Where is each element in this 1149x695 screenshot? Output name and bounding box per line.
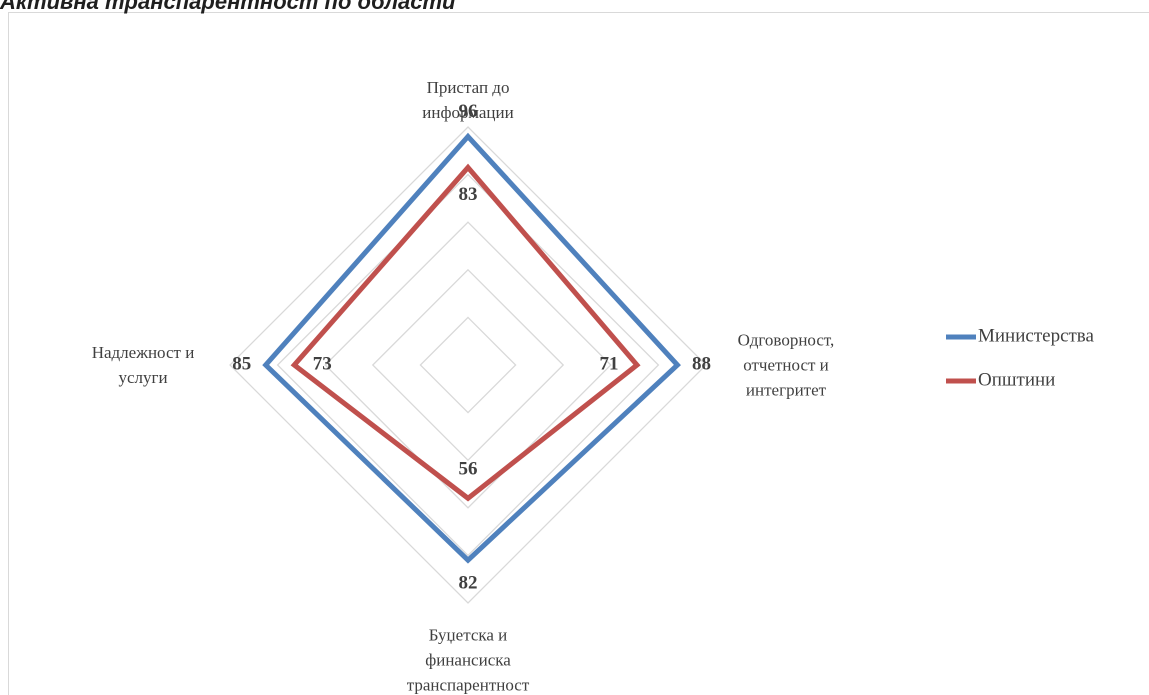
data-label: 73: [313, 353, 332, 374]
legend-label: Министерства: [978, 325, 1095, 346]
category-label: Буџетска и финансиска транспарентност: [406, 625, 530, 695]
data-label: 83: [459, 184, 478, 205]
series-line: [290, 163, 641, 502]
chart-title: Активна транспарентност по области: [0, 0, 456, 14]
grid-ring: [324, 221, 612, 509]
chart-frame: [8, 12, 1149, 695]
data-label: 56: [459, 459, 478, 480]
grid-ring: [371, 268, 565, 462]
series-line: [262, 132, 681, 564]
grid-ring: [419, 316, 517, 414]
data-label: 85: [232, 353, 251, 374]
category-label: Пристап до информации: [422, 78, 514, 122]
category-label: Одговорност, отчетност и интегритет: [737, 330, 835, 400]
data-label: 88: [692, 353, 711, 374]
legend-label: Општини: [978, 369, 1055, 390]
data-label: 96: [459, 101, 478, 122]
category-label: Надлежност и услуги: [91, 343, 195, 387]
grid-ring: [276, 173, 660, 557]
data-label: 82: [459, 573, 478, 594]
grid-ring: [229, 126, 707, 604]
data-label: 71: [599, 353, 618, 374]
